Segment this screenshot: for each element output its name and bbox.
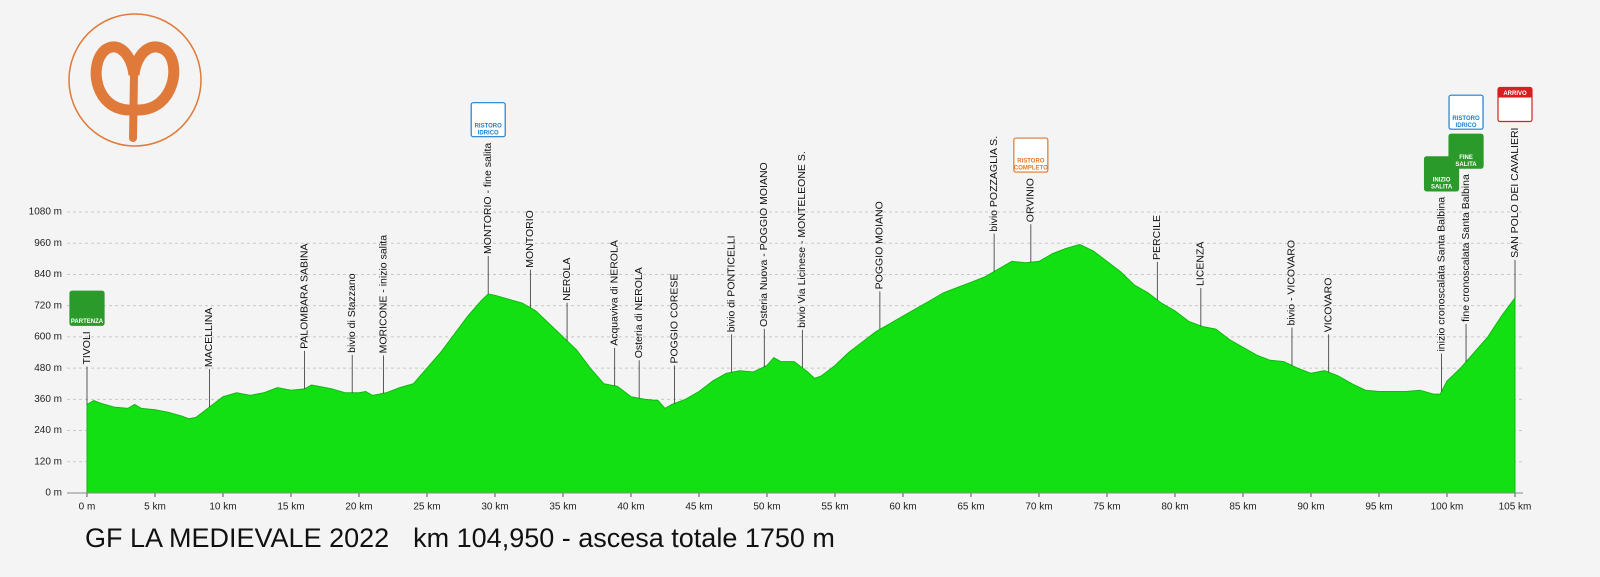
y-tick-label: 600 m	[34, 332, 62, 343]
y-tick-label: 1080 m	[29, 207, 62, 218]
y-tick-label: 120 m	[34, 456, 62, 467]
waypoint-label: MONTORIO - fine salita	[482, 143, 494, 254]
icon-frame	[470, 102, 506, 138]
x-tick-label: 35 km	[549, 502, 576, 513]
waypoint-label: bivio di PONTICELLI	[725, 235, 737, 332]
x-tick-label: 0 m	[79, 502, 96, 513]
x-tick-label: 50 km	[753, 502, 780, 513]
icon-frame	[1448, 94, 1484, 130]
y-tick-label: 240 m	[34, 425, 62, 436]
waypoint-icon: ARRIVO	[1497, 86, 1533, 123]
waypoint-label: PALOMBARA SABINA	[298, 243, 310, 348]
waypoint-label: POGGIO CORESE	[668, 274, 680, 364]
waypoint-label: Osteria di NEROLA	[633, 267, 645, 358]
x-tick-label: 5 km	[144, 502, 166, 513]
elevation-area	[86, 243, 1516, 494]
icon-frame	[1448, 133, 1484, 169]
x-tick-label: 15 km	[277, 502, 304, 513]
x-tick-label: 105 km	[1499, 502, 1532, 513]
x-tick-label: 90 km	[1297, 502, 1324, 513]
waypoint-label: Acquaviva di NEROLA	[608, 240, 620, 346]
waypoint-label: bivio - VICOVARO	[1286, 240, 1298, 326]
icon-label: RISTORO	[1452, 116, 1480, 122]
waypoint-label: bivio Via Licinese - MONTELEONE S.	[796, 151, 808, 328]
x-tick-label: 95 km	[1365, 502, 1392, 513]
icon-label: RISTORO	[1017, 159, 1045, 165]
waypoint-label: POGGIO MOIANO	[874, 201, 886, 289]
y-tick-label: 720 m	[34, 300, 62, 311]
icon-label: INIZIO	[1433, 177, 1451, 183]
waypoint-label: NEROLA	[561, 258, 573, 301]
y-tick-label: 960 m	[34, 238, 62, 249]
waypoint-label: Osteria Nuova - POGGIO MOIANO	[758, 162, 770, 327]
x-tick-label: 75 km	[1093, 502, 1120, 513]
waypoint-label: ORVINIO	[1025, 178, 1037, 222]
x-tick-label: 60 km	[889, 502, 916, 513]
logo	[68, 13, 202, 147]
chart-subtitle: km 104,950 - ascesa totale 1750 m	[413, 523, 835, 553]
waypoint-label: MACELLINA	[203, 308, 215, 368]
y-tick-label: 360 m	[34, 394, 62, 405]
icon-label: SALITA	[1431, 184, 1453, 190]
x-tick-label: 80 km	[1161, 502, 1188, 513]
waypoint-label: MORICONE - inizio salita	[377, 235, 389, 354]
waypoint-icon: PARTENZA	[69, 290, 105, 326]
icon-label: PARTENZA	[71, 319, 104, 325]
x-tick-label: 55 km	[821, 502, 848, 513]
icon-label: IDRICO	[478, 130, 499, 136]
x-tick-label: 100 km	[1431, 502, 1464, 513]
waypoint-label: inizio cronoscalata Santa Balbina	[1435, 197, 1447, 352]
x-tick-label: 45 km	[685, 502, 712, 513]
waypoint-label: bivio POZZAGLIA S.	[988, 136, 1000, 232]
waypoint-label: bivio di Stazzano	[346, 273, 358, 353]
x-tick-label: 20 km	[345, 502, 372, 513]
waypoint-label: SAN POLO DEI CAVALIERI	[1509, 128, 1521, 258]
waypoint-label: TIVOLI	[81, 331, 93, 364]
icon-label: FINE	[1459, 155, 1473, 161]
waypoint-label: MONTORIO	[524, 210, 536, 268]
icon-label: ARRIVO	[1503, 91, 1527, 97]
x-tick-label: 40 km	[617, 502, 644, 513]
y-tick-label: 840 m	[34, 269, 62, 280]
y-tick-label: 0 m	[45, 488, 62, 499]
icon-frame	[69, 290, 105, 326]
x-tick-label: 25 km	[413, 502, 440, 513]
waypoint-label: PERCILE	[1151, 215, 1163, 260]
x-tick-label: 85 km	[1229, 502, 1256, 513]
icon-label: RISTORO	[475, 123, 503, 129]
icon-label: IDRICO	[1456, 123, 1477, 129]
x-tick-label: 70 km	[1025, 502, 1052, 513]
waypoint-label: VICOVARO	[1322, 278, 1334, 333]
waypoint-label: fine cronoscalata Santa Balbina	[1460, 174, 1472, 322]
icon-band	[1498, 87, 1532, 98]
waypoint-label: LICENZA	[1195, 242, 1207, 286]
icon-label: SALITA	[1455, 162, 1477, 168]
y-tick-label: 480 m	[34, 363, 62, 374]
x-tick-label: 65 km	[957, 502, 984, 513]
x-tick-label: 30 km	[481, 502, 508, 513]
icon-frame	[1013, 137, 1049, 173]
icon-label: COMPLETO	[1014, 166, 1048, 172]
x-tick-label: 10 km	[209, 502, 236, 513]
chart-title: GF LA MEDIEVALE 2022	[85, 523, 389, 553]
